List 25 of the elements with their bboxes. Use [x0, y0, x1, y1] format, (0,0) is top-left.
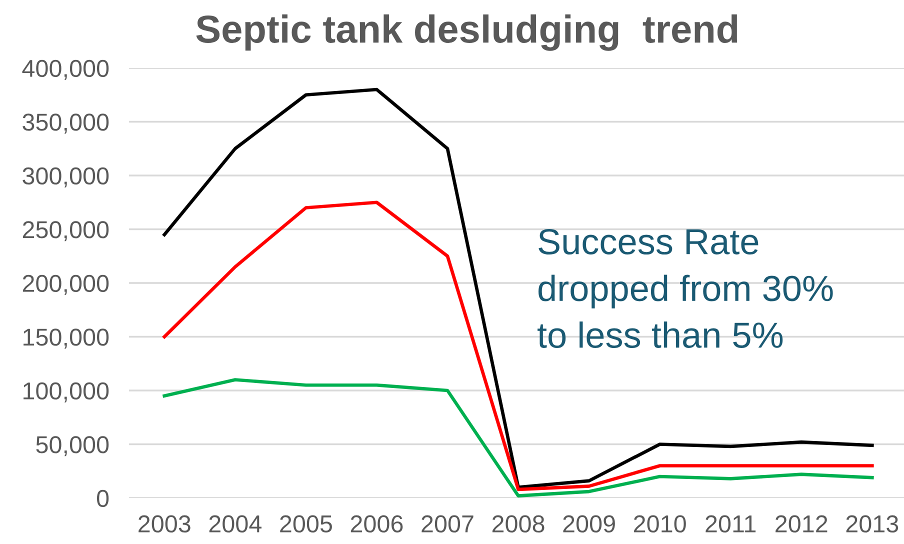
y-tick-label: 300,000: [22, 167, 109, 188]
y-tick-label: 150,000: [24, 328, 109, 349]
line-series: [162, 88, 874, 489]
y-tick-label: 250,000: [22, 221, 109, 242]
x-tick-label: 2011: [706, 515, 756, 533]
y-tick-label: 400,000: [22, 60, 109, 80]
y-tick-label: 0: [96, 490, 109, 508]
y-tick-label: 200,000: [22, 274, 109, 295]
x-tick-label: 2010: [634, 515, 686, 533]
chart-title: Septic tank desludging trend: [196, 14, 738, 51]
annotation: Success Rate dropped from 30% to less than 5%: [538, 228, 833, 348]
y-tick-label: 350,000: [22, 114, 109, 134]
x-tick-label: 2006: [350, 515, 403, 533]
x-tick-label: 2005: [280, 515, 332, 533]
y-tick-label: 50,000: [36, 436, 109, 456]
line-series: [162, 378, 874, 498]
x-tick-label: 2012: [776, 515, 828, 533]
x-tick-label: 2003: [138, 515, 190, 533]
y-tick-label: 100,000: [24, 382, 109, 402]
x-tick-label: 2007: [422, 515, 474, 533]
x-tick-label: 2008: [492, 515, 544, 533]
x-tick-label: 2004: [209, 515, 262, 533]
x-tick-label: 2013: [846, 515, 898, 533]
line-series: [162, 200, 874, 492]
x-tick-label: 2009: [563, 515, 615, 533]
